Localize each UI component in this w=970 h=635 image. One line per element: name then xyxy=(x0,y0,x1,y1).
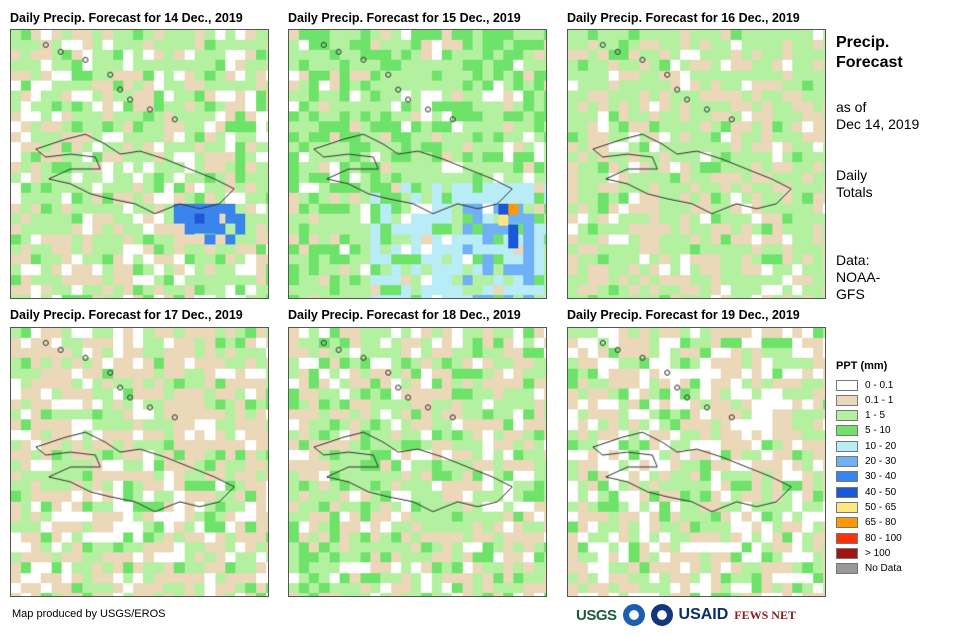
legend-label: 5 - 10 xyxy=(865,425,891,437)
legend-item: 80 - 100 xyxy=(836,531,902,545)
usaid-seal-icon xyxy=(650,604,673,626)
usgs-logo: USGS xyxy=(576,606,617,624)
asof-date: Dec 14, 2019 xyxy=(836,116,920,132)
legend-label: 65 - 80 xyxy=(865,517,897,529)
usaid-logo: USAID xyxy=(678,606,729,623)
precip-map-2 xyxy=(288,29,547,299)
legend-item: 50 - 65 xyxy=(836,500,896,514)
logo-strip: USGS USAID FEWS NET xyxy=(576,600,796,630)
panel-title-5: Daily Precip. Forecast for 18 Dec., 2019 xyxy=(288,308,521,322)
asof-text: as of Dec 14, 2019 xyxy=(836,99,919,133)
precip-map-6 xyxy=(567,327,826,597)
legend-swatch xyxy=(836,501,858,513)
legend-item: > 100 xyxy=(836,546,890,560)
legend-label: 50 - 65 xyxy=(865,501,897,513)
panel-title-1: Daily Precip. Forecast for 14 Dec., 2019 xyxy=(10,11,243,25)
totals-line1: Daily xyxy=(836,167,868,183)
legend-swatch xyxy=(836,517,858,529)
panel-title-2: Daily Precip. Forecast for 15 Dec., 2019 xyxy=(288,11,521,25)
legend-item: 20 - 30 xyxy=(836,455,896,469)
panel-title-3: Daily Precip. Forecast for 16 Dec., 2019 xyxy=(567,11,800,25)
legend-item: 0 - 0.1 xyxy=(836,378,893,392)
legend-swatch xyxy=(836,486,858,498)
credit-text: Map produced by USGS/EROS xyxy=(12,608,166,620)
legend-item: 40 - 50 xyxy=(836,485,896,499)
legend-swatch xyxy=(836,532,858,544)
precip-map-5 xyxy=(288,327,547,597)
legend-swatch xyxy=(836,471,858,483)
noaa-logo-icon xyxy=(622,604,645,626)
legend-item: 0.1 - 1 xyxy=(836,393,893,407)
legend-swatch xyxy=(836,394,858,406)
legend-label: 40 - 50 xyxy=(865,486,897,498)
totals-text: Daily Totals xyxy=(836,167,873,201)
legend-label: > 100 xyxy=(865,547,891,559)
legend-item: No Data xyxy=(836,562,902,576)
precip-map-1 xyxy=(10,29,269,299)
legend-label: 10 - 20 xyxy=(865,440,897,452)
legend-swatch xyxy=(836,547,858,559)
legend-swatch xyxy=(836,379,858,391)
legend-label: No Data xyxy=(865,563,902,575)
precip-map-3 xyxy=(567,29,826,299)
legend-item: 65 - 80 xyxy=(836,516,896,530)
legend-swatch xyxy=(836,563,858,575)
data-line1: Data: xyxy=(836,252,870,268)
panel-title-6: Daily Precip. Forecast for 19 Dec., 2019 xyxy=(567,308,800,322)
legend-label: 30 - 40 xyxy=(865,471,897,483)
totals-line2: Totals xyxy=(836,184,873,200)
legend-swatch xyxy=(836,440,858,452)
legend-label: 80 - 100 xyxy=(865,532,902,544)
legend-swatch xyxy=(836,410,858,422)
legend-item: 30 - 40 xyxy=(836,470,896,484)
legend-item: 1 - 5 xyxy=(836,409,885,423)
legend-label: 0 - 0.1 xyxy=(865,379,894,391)
legend-item: 5 - 10 xyxy=(836,424,891,438)
legend-title: PPT (mm) xyxy=(836,360,888,372)
sidebar-title: Precip. Forecast xyxy=(836,33,903,73)
fews-net-logo: FEWS NET xyxy=(734,607,796,622)
legend-label: 20 - 30 xyxy=(865,456,897,467)
legend-swatch xyxy=(836,456,858,467)
precip-map-4 xyxy=(10,327,269,597)
sidebar-title-line2: Forecast xyxy=(836,54,903,71)
legend-label: 1 - 5 xyxy=(865,410,886,422)
data-source-text: Data: NOAA- GFS xyxy=(836,252,880,303)
sidebar-title-line1: Precip. xyxy=(836,34,890,51)
asof-line1: as of xyxy=(836,99,867,115)
legend-swatch xyxy=(836,425,858,437)
legend-label: 0.1 - 1 xyxy=(865,394,894,406)
data-line3: GFS xyxy=(836,286,865,302)
legend-item: 10 - 20 xyxy=(836,439,896,453)
panel-title-4: Daily Precip. Forecast for 17 Dec., 2019 xyxy=(10,308,243,322)
data-line2: NOAA- xyxy=(836,269,881,285)
